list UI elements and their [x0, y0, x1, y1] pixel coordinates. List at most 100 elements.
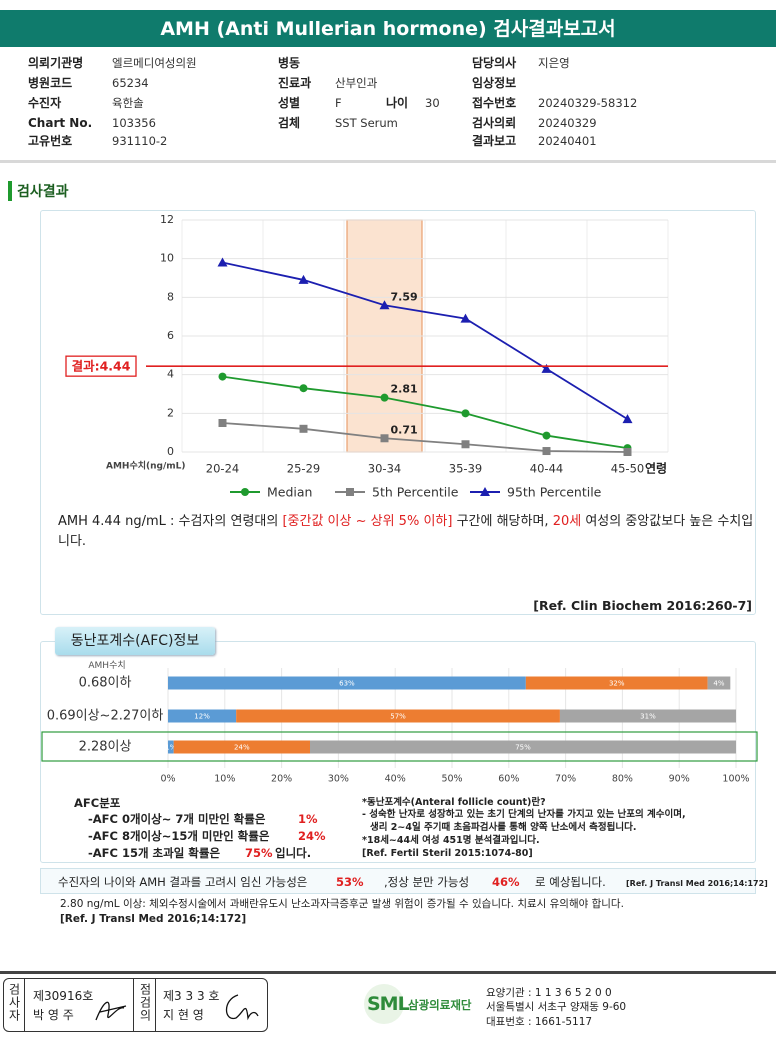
info-value: 20240401	[538, 134, 597, 148]
reference-label: 결과:4.44	[72, 359, 131, 374]
data-point	[298, 274, 309, 284]
separator	[24, 978, 25, 1032]
x-tick-label: 35-39	[449, 462, 482, 476]
reference: [Ref. Clin Biochem 2016:260-7]	[533, 598, 752, 613]
legend-label: Median	[267, 485, 312, 500]
y-tick-label: 8	[167, 290, 174, 303]
data-point	[380, 434, 389, 443]
info-value: 20240329-58312	[538, 96, 638, 110]
legend-marker	[346, 488, 354, 496]
legend-marker	[480, 487, 490, 496]
org-line: 대표번호 : 1661-5117	[486, 1016, 593, 1028]
info-value: 엘르메디여성의원	[112, 56, 197, 70]
data-point	[623, 448, 632, 456]
data-point	[461, 440, 470, 449]
bar-label: 63%	[339, 680, 355, 688]
afc-note-ref: [Ref. Fertil Steril 2015:1074-80]	[362, 848, 533, 859]
data-point	[379, 300, 390, 310]
data-point	[299, 424, 308, 433]
afc-tab	[55, 627, 215, 655]
bar-label: 24%	[234, 744, 250, 752]
info-label: 임상정보	[472, 76, 517, 90]
signature-name: 지 현 영	[163, 1008, 204, 1022]
x-tick-label: 0%	[160, 774, 175, 785]
x-axis-label: 연령	[645, 461, 667, 476]
info-label: 고유번호	[28, 134, 73, 148]
bar-segment	[236, 709, 560, 723]
caution-ref: [Ref. J Transl Med 2016;14:172]	[60, 913, 247, 925]
bar-segment	[168, 676, 526, 690]
afc-note-title: *동난포계수(Anteral follicle count)란?	[362, 797, 546, 808]
bar-label: 12%	[194, 713, 210, 721]
x-tick-label: 40-44	[530, 462, 563, 476]
info-label: 검체	[278, 116, 301, 130]
x-tick-label: 40%	[385, 774, 406, 785]
info-label: 병동	[278, 56, 301, 70]
info-label: 수진자	[28, 96, 62, 110]
data-point	[542, 447, 551, 456]
y-tick-label: 0	[167, 445, 174, 458]
y-axis-label: AMH수치(ng/mL)	[106, 460, 186, 472]
info-value: 65234	[112, 76, 149, 90]
x-tick-label: 20%	[271, 774, 292, 785]
y-tick-label: 2	[167, 406, 174, 419]
y-tick-label: 4	[167, 368, 174, 381]
data-label: 2.81	[391, 383, 418, 396]
info-label: Chart No.	[28, 116, 93, 130]
data-point	[380, 393, 389, 402]
category-label: 0.69이상~2.27이하	[47, 709, 164, 724]
bar-segment	[173, 740, 310, 754]
info-value: 931110-2	[112, 134, 168, 148]
signature-role: 점검의	[138, 983, 152, 1022]
pregnancy-value: 53%	[336, 875, 364, 889]
caution-text: 2.80 ng/mL 이상: 체외수정시술에서 과배란유도시 난소과자극증후군 …	[60, 898, 624, 910]
pregnancy-text: ,정상 분만 가능성	[384, 875, 470, 889]
x-tick-label: 60%	[498, 774, 519, 785]
bar-segment	[559, 709, 736, 723]
bar-segment	[310, 740, 736, 754]
x-tick-label: 80%	[612, 774, 633, 785]
afc-dist-line: -AFC 15개 초과일 확률은	[88, 846, 221, 860]
signature-number: 제3 3 3 호	[163, 989, 220, 1003]
info-value: 육한솔	[112, 96, 144, 110]
text: [중간값 이상 ~ 상위 5% 이하]	[282, 514, 453, 529]
info-value: 20240329	[538, 116, 597, 130]
x-tick-label: 20-24	[206, 462, 239, 476]
data-point	[622, 414, 633, 424]
section-marker	[8, 181, 12, 201]
series-line	[222, 422, 628, 453]
info-label: 성별	[278, 96, 301, 110]
info-value: 30	[425, 96, 440, 110]
data-label: 7.59	[391, 290, 418, 303]
data-point	[217, 257, 228, 267]
title-bar	[0, 10, 776, 47]
info-label: 검사의뢰	[472, 116, 517, 130]
info-value: 103356	[112, 116, 156, 130]
pregnancy-text: 수진자의 나이와 AMH 결과를 고려시 임신 가능성은	[58, 875, 308, 889]
x-tick-label: 90%	[669, 774, 690, 785]
signature-role: 검사자	[7, 983, 21, 1022]
info-value: F	[335, 96, 342, 110]
data-point	[461, 409, 470, 418]
interpretation: AMH 4.44 ng/mL : 수검자의 연령대의 [중간값 이상 ~ 상위 …	[58, 512, 758, 552]
afc-dist-value: 1%	[298, 812, 318, 826]
info-label: 진료과	[278, 76, 312, 90]
data-point	[218, 419, 227, 427]
y-tick-label: 6	[167, 329, 174, 342]
data-point	[218, 372, 227, 381]
separator	[155, 978, 156, 1032]
logo: SML	[367, 993, 410, 1015]
category-label: 2.28이상	[79, 740, 132, 755]
footer-line	[0, 971, 776, 974]
text: 여성의 중앙값보다 높은 수치입니다.	[58, 514, 754, 549]
text: AMH 4.44 ng/mL : 수검자의 연령대의	[58, 514, 283, 529]
info-label: 접수번호	[472, 96, 517, 110]
info-label: 병원코드	[28, 76, 73, 90]
x-tick-label: 25-29	[287, 462, 320, 476]
pregnancy-ref: [Ref. J Transl Med 2016;14:172]	[626, 879, 768, 888]
x-tick-label: 30-34	[368, 462, 401, 476]
afc-dist-title: AFC분포	[74, 796, 121, 810]
data-point	[460, 313, 471, 323]
